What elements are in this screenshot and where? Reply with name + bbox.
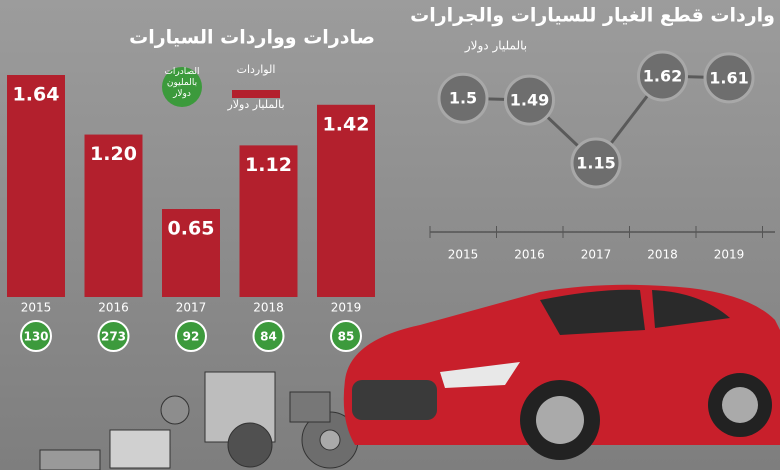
bar-value-label: 1.20 xyxy=(90,143,137,165)
line-chart-title: واردات قطع الغيار للسيارات والجرارات xyxy=(410,5,775,27)
parts-illustration xyxy=(39,371,359,470)
x-tick-label: 2015 xyxy=(21,301,52,315)
bar-value-label: 1.12 xyxy=(245,154,292,176)
bar-value-label: 1.42 xyxy=(323,113,370,135)
point xyxy=(504,74,555,126)
export-circle xyxy=(252,320,285,352)
x-tick-label: 2018 xyxy=(253,301,284,315)
bar-value-label: 1.64 xyxy=(13,84,60,106)
export-value-label: 92 xyxy=(183,330,200,344)
point-value-label: 1.62 xyxy=(643,67,682,86)
export-value-label: 85 xyxy=(338,330,355,344)
point xyxy=(637,50,688,102)
point-value-label: 1.5 xyxy=(449,89,477,108)
legend-label: الواردات xyxy=(237,63,276,76)
bar-chart-title: صادرات وواردات السيارات xyxy=(129,27,375,49)
export-circle xyxy=(97,320,130,352)
legend-text: الصادرات بالمليون دولار xyxy=(160,67,204,100)
line-chart-subtitle: بالمليار دولار xyxy=(464,39,527,54)
bar xyxy=(317,104,375,297)
point-value-label: 1.61 xyxy=(709,68,748,87)
x-tick-label: 2016 xyxy=(98,301,129,315)
export-value-label: 84 xyxy=(260,330,277,344)
x-tick-label: 2018 xyxy=(647,248,678,262)
bar xyxy=(7,75,65,297)
car-illustration xyxy=(343,284,780,460)
point-value-label: 1.15 xyxy=(576,154,615,173)
x-tick-label: 2019 xyxy=(714,248,745,262)
legend-unit: بالمليون دولار xyxy=(166,78,198,99)
point xyxy=(437,72,489,124)
export-circle xyxy=(330,320,362,352)
bar xyxy=(84,134,143,297)
export-value-label: 130 xyxy=(23,330,48,344)
bar xyxy=(239,145,298,297)
legend-label: الصادرات xyxy=(164,67,200,77)
bar xyxy=(162,209,220,297)
legend-swatch xyxy=(232,90,280,98)
export-circle xyxy=(20,320,52,352)
x-tick-label: 2016 xyxy=(514,248,545,262)
x-tick-label: 2015 xyxy=(448,248,479,262)
point xyxy=(570,137,622,189)
export-value-label: 273 xyxy=(101,330,126,344)
x-tick-label: 2017 xyxy=(176,301,207,315)
export-circle xyxy=(175,320,207,352)
legend-circle xyxy=(162,67,202,107)
legend-unit: بالمليار دولار xyxy=(226,98,284,111)
x-tick-label: 2019 xyxy=(331,301,362,315)
bar-value-label: 0.65 xyxy=(168,218,215,240)
x-tick-label: 2017 xyxy=(581,248,612,262)
point xyxy=(703,52,755,104)
point-value-label: 1.49 xyxy=(510,91,549,110)
